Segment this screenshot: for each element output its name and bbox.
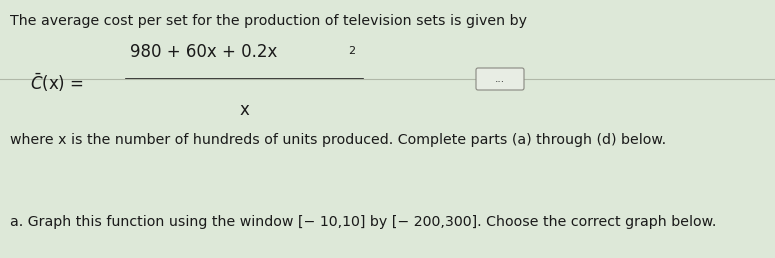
- Text: The average cost per set for the production of television sets is given by: The average cost per set for the product…: [10, 14, 527, 28]
- Text: 980 + 60x + 0.2x: 980 + 60x + 0.2x: [130, 43, 277, 61]
- Text: x: x: [239, 101, 250, 119]
- Text: a. Graph this function using the window [− 10,10] by [− 200,300]. Choose the cor: a. Graph this function using the window …: [10, 215, 716, 229]
- Text: ...: ...: [495, 74, 505, 84]
- Text: $\bar{C}$(x) =: $\bar{C}$(x) =: [30, 72, 84, 94]
- Text: where x is the number of hundreds of units produced. Complete parts (a) through : where x is the number of hundreds of uni…: [10, 133, 666, 147]
- Text: 2: 2: [348, 46, 355, 56]
- FancyBboxPatch shape: [476, 68, 524, 90]
